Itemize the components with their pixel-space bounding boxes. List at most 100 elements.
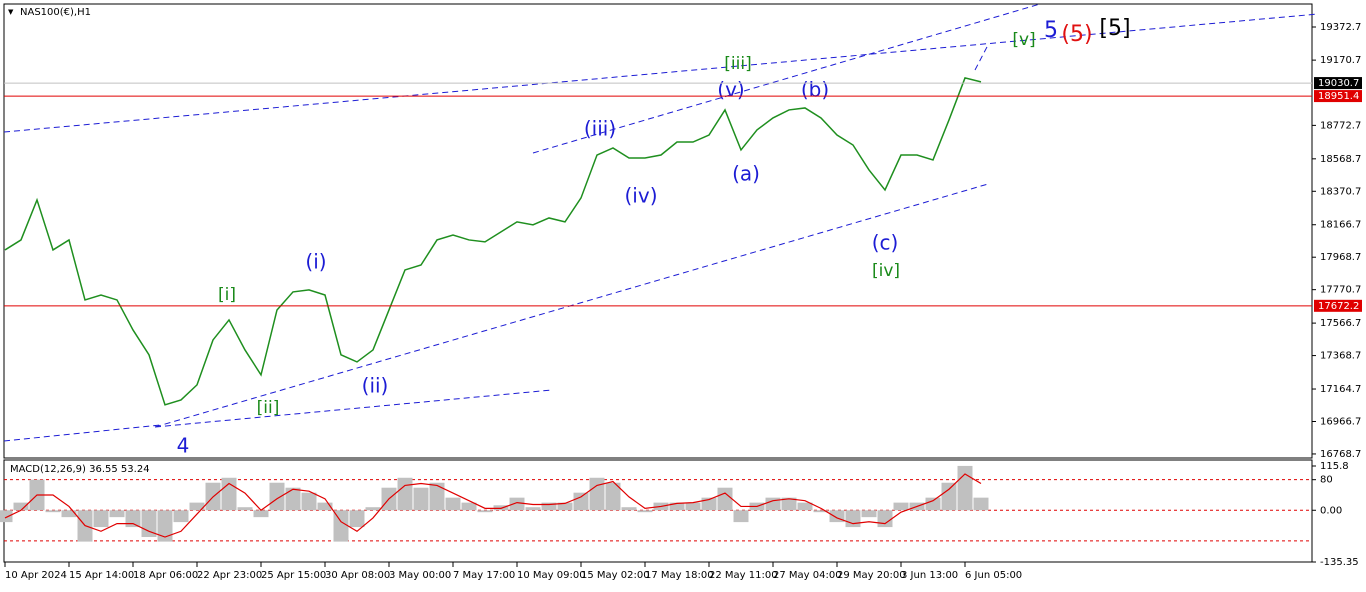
macd-bar bbox=[509, 497, 525, 511]
macd-bar bbox=[781, 497, 797, 511]
macd-bar bbox=[573, 492, 589, 511]
macd-bar bbox=[589, 477, 605, 511]
macd-bar bbox=[349, 510, 365, 528]
price-line bbox=[4, 77, 982, 406]
macd-bar bbox=[317, 502, 333, 511]
y-tick-label: 0.00 bbox=[1320, 505, 1342, 516]
macd-bar bbox=[525, 507, 541, 511]
macd-bar bbox=[109, 510, 125, 518]
y-tick-label: 18772.7 bbox=[1320, 120, 1361, 131]
x-tick-label: 18 Apr 06:00 bbox=[133, 570, 198, 581]
x-tick-label: 15 Apr 14:00 bbox=[69, 570, 134, 581]
macd-bar bbox=[285, 487, 301, 511]
x-tick-label: 10 May 09:00 bbox=[517, 570, 586, 581]
y-tick-label: 18370.7 bbox=[1320, 186, 1361, 197]
macd-bar bbox=[461, 502, 477, 511]
macd-bar bbox=[813, 510, 829, 513]
x-tick-label: 22 May 11:00 bbox=[709, 570, 778, 581]
wave-label: (5) bbox=[1061, 22, 1092, 47]
wave-label: [5] bbox=[1099, 16, 1130, 41]
price-panel bbox=[3, 3, 1313, 459]
macd-bar bbox=[397, 477, 413, 511]
wave-label: 5 bbox=[1044, 18, 1058, 43]
macd-bar bbox=[941, 482, 957, 511]
macd-bar bbox=[541, 502, 557, 511]
x-tick-label: 3 May 00:00 bbox=[389, 570, 451, 581]
y-tick-label: 19372.7 bbox=[1320, 22, 1361, 33]
y-tick-label: 18568.7 bbox=[1320, 154, 1361, 165]
y-tick-label: 17368.7 bbox=[1320, 351, 1361, 362]
macd-bar bbox=[125, 510, 141, 528]
macd-bar bbox=[669, 502, 685, 511]
x-tick-label: 6 Jun 05:00 bbox=[965, 570, 1022, 581]
price-tag bbox=[1314, 77, 1362, 90]
y-tick-label: 18166.7 bbox=[1320, 220, 1361, 231]
wave-label: (i) bbox=[305, 250, 326, 274]
x-tick-label: 25 Apr 15:00 bbox=[261, 570, 326, 581]
macd-title: MACD(12,26,9) 36.55 53.24 bbox=[10, 464, 150, 475]
trend-line bbox=[154, 389, 553, 428]
x-tick-label: 17 May 18:00 bbox=[645, 570, 714, 581]
macd-bar bbox=[413, 487, 429, 511]
macd-bar bbox=[445, 497, 461, 511]
macd-bar bbox=[973, 497, 989, 511]
macd-bar bbox=[957, 465, 973, 511]
macd-bar bbox=[877, 510, 893, 528]
macd-bar bbox=[173, 510, 189, 523]
wave-label: [iii] bbox=[724, 54, 751, 74]
wave-label: [i] bbox=[218, 285, 236, 305]
macd-bar bbox=[365, 507, 381, 511]
macd-bar bbox=[189, 502, 205, 511]
macd-bar bbox=[637, 510, 653, 513]
x-tick-label: 29 May 20:00 bbox=[837, 570, 906, 581]
macd-bar bbox=[93, 510, 109, 528]
y-tick-label: 19170.7 bbox=[1320, 55, 1361, 66]
macd-bar bbox=[269, 482, 285, 511]
macd-bar bbox=[333, 510, 349, 542]
macd-bar bbox=[253, 510, 269, 518]
wave-label: (a) bbox=[732, 162, 760, 186]
macd-bar bbox=[237, 507, 253, 511]
wave-label: (iii) bbox=[584, 117, 616, 141]
x-tick-label: 3 Jun 13:00 bbox=[901, 570, 958, 581]
y-tick-label: 17770.7 bbox=[1320, 285, 1361, 296]
wave-label: (c) bbox=[872, 231, 899, 255]
macd-bar bbox=[45, 510, 61, 513]
menu-arrow: ▼ bbox=[8, 8, 14, 16]
price-tag-label: 19030.7 bbox=[1318, 78, 1359, 89]
wave-label: [iv] bbox=[872, 261, 900, 281]
x-tick-label: 30 Apr 08:00 bbox=[325, 570, 390, 581]
price-tag bbox=[1314, 299, 1362, 312]
macd-bar bbox=[13, 502, 29, 511]
y-tick-label: 17164.7 bbox=[1320, 384, 1361, 395]
trend-line bbox=[974, 44, 989, 71]
macd-bar bbox=[157, 510, 173, 542]
wave-label: (b) bbox=[801, 78, 829, 102]
wave-label: (iv) bbox=[625, 184, 658, 208]
symbol-label: NAS100(€),H1 bbox=[20, 7, 91, 18]
macd-bar bbox=[845, 510, 861, 528]
macd-bar bbox=[301, 492, 317, 511]
x-tick-label: 7 May 17:00 bbox=[453, 570, 515, 581]
macd-bar bbox=[605, 482, 621, 511]
macd-bar bbox=[717, 487, 733, 511]
wave-label: [v] bbox=[1012, 30, 1035, 50]
y-tick-label: 80 bbox=[1320, 475, 1333, 486]
signal-line bbox=[4, 473, 982, 538]
x-tick-label: 22 Apr 23:00 bbox=[197, 570, 262, 581]
macd-bar bbox=[429, 482, 445, 511]
wave-label: (ii) bbox=[362, 374, 389, 398]
annotations: [i] [ii] [iii] [iv] [v] (i) (ii) (iii) (… bbox=[177, 16, 1131, 458]
y-tick-label: -135.35 bbox=[1320, 557, 1359, 568]
macd-bar bbox=[557, 502, 573, 511]
y-tick-label: 17968.7 bbox=[1320, 252, 1361, 263]
wave-label: (v) bbox=[717, 78, 744, 102]
macd-bar bbox=[141, 510, 157, 538]
x-tick-label: 10 Apr 2024 bbox=[5, 570, 67, 581]
macd-bar bbox=[925, 497, 941, 511]
price-tag-label: 18951.4 bbox=[1318, 91, 1359, 102]
macd-bar bbox=[861, 510, 877, 518]
macd-bar bbox=[733, 510, 749, 523]
x-tick-label: 27 May 04:00 bbox=[773, 570, 842, 581]
